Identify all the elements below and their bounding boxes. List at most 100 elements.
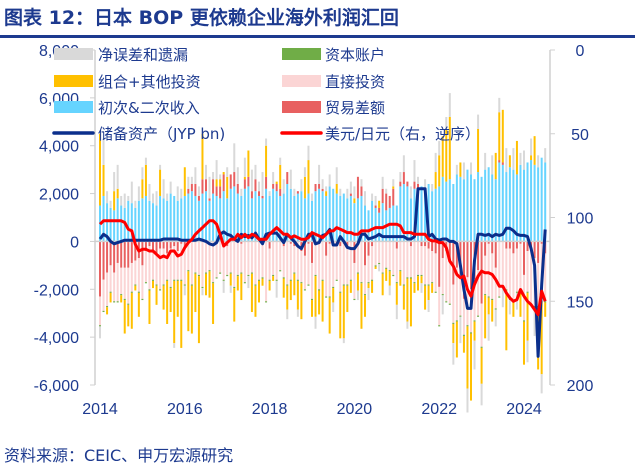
bar-70ad47 [226, 274, 229, 277]
bar-66d4ff [109, 207, 112, 242]
bar-70ad47 [176, 279, 179, 281]
bar-fbd5d5 [134, 260, 137, 285]
bar-fbd5d5 [254, 241, 257, 285]
bar-e86060 [501, 162, 504, 165]
bar-70ad47 [356, 272, 359, 274]
bar-e86060 [222, 174, 225, 192]
bar-66d4ff [427, 184, 430, 242]
bar-ffc000 [540, 302, 543, 375]
bar-70ad47 [208, 270, 211, 272]
bar-70ad47 [212, 282, 215, 284]
bar-e86060 [123, 241, 126, 268]
bar-e86060 [371, 241, 374, 247]
bar-ffc000 [392, 186, 395, 189]
bar-fbd5d5 [537, 262, 540, 307]
bar-d9d9d9 [243, 157, 246, 177]
bar-ffc000 [533, 136, 536, 165]
bar-fbd5d5 [113, 272, 116, 302]
bar-ffc000 [120, 295, 123, 303]
bar-66d4ff [381, 203, 384, 242]
bar-e86060 [219, 186, 222, 199]
bar-d9d9d9 [321, 179, 324, 189]
bar-fbd5d5 [385, 241, 388, 268]
bar-66d4ff [438, 186, 441, 242]
bar-70ad47 [371, 279, 374, 281]
bar-70ad47 [462, 334, 465, 336]
bar-fbd5d5 [240, 243, 243, 273]
bar-fbd5d5 [275, 241, 278, 280]
bar-70ad47 [173, 279, 176, 281]
bar-66d4ff [236, 193, 239, 242]
bar-66d4ff [229, 188, 232, 242]
bar-70ad47 [162, 284, 165, 286]
bar-fbd5d5 [289, 243, 292, 280]
bar-fbd5d5 [459, 274, 462, 316]
bar-ffc000 [452, 323, 455, 344]
bar-e86060 [498, 160, 501, 163]
bar-d9d9d9 [205, 164, 207, 180]
bar-fbd5d5 [212, 241, 215, 283]
bar-66d4ff [498, 162, 501, 242]
bar-d9d9d9 [258, 181, 260, 192]
bar-fbd5d5 [311, 262, 313, 299]
bar-66d4ff [222, 191, 225, 242]
bar-fbd5d5 [445, 251, 448, 302]
bar-d9d9d9 [272, 172, 275, 184]
bar-e86060 [279, 188, 282, 196]
bar-d9d9d9 [166, 193, 169, 201]
bar-d9d9d9 [137, 186, 140, 201]
left-tick-label: 4,000 [39, 139, 79, 156]
bar-fbd5d5 [219, 241, 222, 273]
bar-fbd5d5 [222, 241, 225, 280]
bar-fbd5d5 [152, 251, 154, 280]
legend-label: 资本账户 [325, 46, 385, 64]
bar-e86060 [120, 241, 123, 268]
bar-70ad47 [183, 284, 186, 286]
bar-66d4ff [321, 191, 324, 242]
bar-66d4ff [233, 186, 236, 242]
bar-70ad47 [321, 279, 324, 281]
bar-70ad47 [279, 270, 282, 272]
bar-70ad47 [385, 267, 388, 269]
bar-e86060 [127, 241, 130, 268]
bar-ffc000 [286, 285, 289, 310]
bar-d9d9d9 [335, 167, 338, 184]
bar-fbd5d5 [395, 248, 398, 283]
left-tick-label: -4,000 [34, 330, 79, 347]
bar-fbd5d5 [127, 267, 130, 304]
bar-e86060 [303, 241, 306, 256]
bar-70ad47 [349, 279, 352, 281]
bar-ffc000 [275, 181, 278, 184]
bar-e86060 [272, 184, 275, 189]
bar-e86060 [349, 193, 352, 196]
bar-fbd5d5 [120, 267, 123, 295]
bar-ffc000 [512, 302, 515, 317]
bar-66d4ff [243, 188, 246, 242]
bar-ffc000 [487, 297, 490, 315]
bar-66d4ff [254, 191, 257, 242]
bar-fbd5d5 [388, 241, 391, 271]
bar-e86060 [116, 241, 119, 263]
bar-e86060 [314, 184, 317, 192]
bar-70ad47 [438, 325, 441, 327]
bar-ffc000 [318, 290, 321, 315]
bar-d9d9d9 [501, 288, 504, 308]
bar-ffc000 [109, 292, 112, 303]
bar-fbd5d5 [250, 241, 253, 273]
bar-66d4ff [152, 203, 154, 242]
bar-ffc000 [113, 191, 116, 211]
bar-fbd5d5 [169, 248, 172, 287]
bar-70ad47 [452, 322, 455, 324]
bar-ffc000 [473, 321, 476, 341]
bar-ffc000 [498, 112, 501, 161]
bar-70ad47 [473, 320, 476, 322]
legend-label: 组合+其他投资 [98, 73, 201, 91]
bar-e86060 [448, 241, 451, 261]
bar-ffc000 [272, 276, 275, 281]
bar-66d4ff [162, 198, 165, 242]
bar-e86060 [519, 241, 522, 244]
bar-70ad47 [130, 291, 133, 293]
bar-d9d9d9 [303, 167, 306, 177]
bar-fbd5d5 [487, 243, 490, 297]
bar-e86060 [212, 179, 215, 194]
